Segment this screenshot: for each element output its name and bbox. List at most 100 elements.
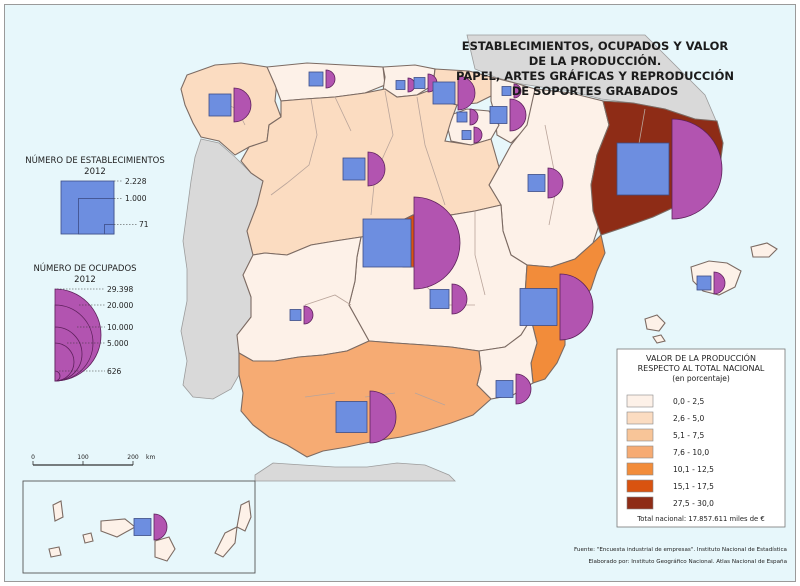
legend-ocupados-value: 20.000 <box>107 301 133 310</box>
region-canarias-gran-canaria <box>154 536 176 562</box>
scale-bar-label: 100 <box>77 454 89 461</box>
establecimientos-square-madrid <box>362 218 412 268</box>
establecimientos-square-canarias <box>133 518 152 536</box>
legend-valor-label: 15,1 - 17,5 <box>673 482 714 491</box>
map-canvas: ESTABLECIMIENTOS, OCUPADOS Y VALOR DE LA… <box>22 34 787 574</box>
region-canarias-la-palma <box>52 500 64 522</box>
legend-valor-classes: 0,0 - 2,5 2,6 - 5,0 5,1 - 7,5 7,6 - 10,0 10,… <box>626 394 714 510</box>
legend-valor-swatch <box>626 479 654 493</box>
legend-valor-label: 5,1 - 7,5 <box>673 431 705 440</box>
region-andalucia <box>238 340 492 458</box>
ocupados-halfcircle-galicia <box>233 87 252 123</box>
legend-square-small <box>104 224 115 235</box>
ocupados-halfcircle-navarra <box>509 98 527 132</box>
legend-establecimientos-title: NÚMERO DE ESTABLECIMIENTOS <box>25 154 165 166</box>
legend-valor-swatch <box>626 411 654 425</box>
ocupados-halfcircle-la-rioja-2 <box>469 108 479 126</box>
establecimientos-square-la-rioja-2 <box>456 111 468 123</box>
map-title-line1: ESTABLECIMIENTOS, OCUPADOS Y VALOR <box>462 39 729 53</box>
legend-valor-swatch <box>626 445 654 459</box>
legend-halfcircle-626 <box>54 370 61 382</box>
canarias-inset-frame <box>22 480 256 574</box>
ocupados-halfcircle-comunitat-valenciana <box>559 273 594 341</box>
establecimientos-square-asturias-1 <box>308 71 324 87</box>
scale-bar-label: 0 <box>31 454 35 461</box>
legend-establecimientos-value: 2.228 <box>125 177 147 186</box>
establecimientos-square-la-rioja <box>461 130 472 140</box>
france-land <box>466 34 718 124</box>
ocupados-halfcircle-navarra-2 <box>513 83 522 99</box>
legend-valor-label: 0,0 - 2,5 <box>673 397 705 406</box>
establecimientos-square-extremadura <box>289 309 302 321</box>
legend-establecimientos-year: 2012 <box>84 167 106 177</box>
legend-valor-title-line3: (en porcentaje) <box>672 374 730 383</box>
morocco-land <box>254 462 456 482</box>
ocupados-halfcircle-asturias-1 <box>325 69 336 89</box>
legend-valor-swatch <box>626 428 654 442</box>
legend-ocupados-value: 5.000 <box>107 339 129 348</box>
legend-valor-label: 7,6 - 10,0 <box>673 448 709 457</box>
legend-valor-label: 10,1 - 12,5 <box>673 465 714 474</box>
legend-valor-total: Total nacional: 17.857.611 miles de € <box>636 515 764 523</box>
legend-valor-title-line2: RESPECTO AL TOTAL NACIONAL <box>638 364 765 373</box>
legend-ocupados-title: NÚMERO DE OCUPADOS <box>33 262 136 274</box>
legend-ocupados: NÚMERO DE OCUPADOS 2012 29.398 20.000 10… <box>33 262 137 382</box>
legend-ocupados-year: 2012 <box>74 275 96 285</box>
legend-establecimientos-value: 1.000 <box>125 194 147 203</box>
establecimientos-square-balears <box>696 275 712 291</box>
scale-bar-label: 200 <box>127 454 139 461</box>
region-balears-ibiza <box>644 314 666 332</box>
ocupados-halfcircle-castilla-leon <box>367 151 386 187</box>
establecimientos-square-galicia <box>208 93 232 117</box>
map-title-line3: PAPEL, ARTES GRÁFICAS Y REPRODUCCIÓN <box>456 68 734 83</box>
map-frame: ESTABLECIMIENTOS, OCUPADOS Y VALOR DE LA… <box>4 4 796 582</box>
region-canarias-el-hierro <box>48 546 62 558</box>
region-canarias-fuerteventura <box>214 526 238 558</box>
legend-ocupados-value: 626 <box>107 367 122 376</box>
establecimientos-square-pais-vasco <box>432 81 456 105</box>
establecimientos-square-comunitat-valenciana <box>519 288 558 326</box>
legend-establecimientos-value: 71 <box>139 220 149 229</box>
source-fuente: Fuente: "Encuesta industrial de empresas… <box>574 546 787 553</box>
establecimientos-square-aragon <box>527 174 546 192</box>
ocupados-halfcircle-la-rioja <box>473 126 483 144</box>
establecimientos-square-cantabria <box>413 77 426 89</box>
ocupados-halfcircle-canarias <box>153 513 168 541</box>
proportional-symbols <box>133 69 726 541</box>
legend-valor-label: 2,6 - 5,0 <box>673 414 705 423</box>
ocupados-halfcircle-andalucia <box>369 390 397 444</box>
ocupados-halfcircle-pais-vasco <box>457 75 476 111</box>
legend-valor-swatch <box>626 462 654 476</box>
legend-valor-swatch <box>626 496 654 510</box>
ocupados-halfcircle-castilla-la-mancha <box>451 283 468 315</box>
ocupados-halfcircle-extremadura <box>303 305 314 325</box>
region-balears-formentera <box>652 334 666 344</box>
establecimientos-square-castilla-la-mancha <box>429 289 450 309</box>
ocupados-halfcircle-balears <box>713 271 726 295</box>
legend-valor-swatch <box>626 394 654 408</box>
legend-valor: VALOR DE LA PRODUCCIÓN RESPECTO AL TOTAL… <box>616 348 786 528</box>
legend-valor-label: 27,5 - 30,0 <box>673 499 714 508</box>
map-title-line2: DE LA PRODUCCIÓN. <box>529 53 662 68</box>
ocupados-halfcircle-cataluna <box>671 118 723 220</box>
legend-ocupados-value: 10.000 <box>107 323 133 332</box>
ocupados-halfcircle-aragon <box>547 167 564 199</box>
legend-halfcircle-5000 <box>54 342 75 382</box>
source-elaborado: Elaborado por: Instituto Geográfico Naci… <box>588 558 787 565</box>
establecimientos-square-asturias-2 <box>395 80 406 90</box>
establecimientos-square-andalucia <box>335 401 368 433</box>
legend-ocupados-value: 29.398 <box>107 285 133 294</box>
establecimientos-square-navarra-2 <box>501 86 512 96</box>
establecimientos-square-murcia <box>495 380 514 398</box>
region-canarias-la-gomera <box>82 532 94 544</box>
ocupados-halfcircle-murcia <box>515 373 532 405</box>
legend-valor-title-line1: VALOR DE LA PRODUCCIÓN <box>646 352 756 363</box>
ocupados-halfcircle-madrid <box>413 196 461 290</box>
establecimientos-square-castilla-leon <box>342 157 366 181</box>
scale-bar: 0 100 200 km <box>31 454 155 466</box>
region-canarias-tenerife <box>100 518 136 538</box>
map-title-line4: DE SOPORTES GRABADOS <box>512 84 678 98</box>
legend-establecimientos: NÚMERO DE ESTABLECIMIENTOS 2012 2.228 1.… <box>25 154 165 235</box>
establecimientos-square-navarra <box>489 106 508 124</box>
scale-bar-unit: km <box>146 454 155 461</box>
